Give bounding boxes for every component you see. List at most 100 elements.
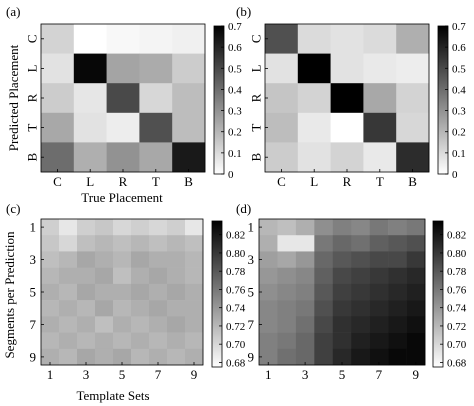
panel-c: (c) Segments per Prediction Template Set… [2, 201, 246, 403]
y-tick-label: T [25, 124, 40, 132]
heatmap-cell [330, 53, 364, 84]
heatmap-cell [314, 235, 334, 252]
heatmap-cell [113, 348, 132, 366]
heatmap-cell [113, 332, 132, 350]
heatmap-cell [406, 283, 426, 301]
heatmap-cell [41, 300, 60, 317]
y-tick-label: 3 [30, 252, 37, 267]
heatmap-cell [185, 316, 204, 333]
heatmap-cell [332, 300, 352, 317]
y-tick-label: 9 [30, 349, 37, 364]
heatmap-cell [59, 235, 78, 252]
heatmap-cell [185, 300, 204, 317]
x-tick-label: 5 [339, 367, 346, 382]
colorbar [437, 25, 449, 175]
heatmap-cell [106, 24, 140, 54]
heatmap-cell [396, 24, 430, 54]
heatmap-cell [259, 283, 278, 301]
colorbar-tick-label: 0.70 [226, 339, 246, 351]
x-tick-label: 3 [302, 367, 309, 382]
heatmap-cell [369, 219, 389, 236]
heatmap-cell [351, 267, 370, 285]
heatmap-cell [369, 348, 389, 366]
heatmap-cell [73, 112, 107, 143]
heatmap-cell [297, 83, 331, 114]
heatmap-cell [351, 235, 370, 252]
heatmap-cell [41, 316, 60, 333]
panel-label: (d) [236, 201, 251, 216]
heatmap-cell [59, 316, 78, 333]
heatmap-cell [295, 300, 315, 317]
colorbar-tick-label: 0.68 [226, 357, 246, 369]
heatmap-cell [95, 316, 114, 333]
heatmap-cell [167, 300, 186, 317]
y-tick-label: R [25, 93, 40, 102]
x-tick-label: 5 [119, 367, 126, 382]
heatmap-cell [59, 300, 78, 317]
heatmap-cell [185, 251, 204, 268]
y-tick-label: L [25, 64, 40, 72]
heatmap-cell [277, 283, 297, 301]
heatmap-cell [314, 316, 334, 333]
y-tick-label: 5 [248, 285, 255, 300]
y-tick-label: 1 [248, 220, 255, 235]
y-tick-label: T [249, 124, 264, 132]
heatmap-cell [277, 300, 297, 317]
heatmap-cell [77, 219, 96, 236]
heatmap-cell [73, 24, 107, 54]
colorbar-tick-label: 0.5 [452, 63, 466, 75]
heatmap-cell [396, 53, 430, 84]
heatmap-cell [95, 283, 114, 301]
heatmap-cell [332, 283, 352, 301]
heatmap-cell [406, 219, 426, 236]
heatmap-cell [41, 332, 60, 350]
y-tick-label: 9 [248, 349, 255, 364]
heatmap-cell [131, 251, 150, 268]
heatmap-cell [185, 235, 204, 252]
heatmap-cell [131, 219, 150, 236]
colorbar [211, 220, 223, 368]
heatmap-cell [167, 251, 186, 268]
heatmap-cell [363, 83, 397, 114]
panel-d: (d) 1 3 5 7 9135790.820.800.780.760.740.720.… [236, 201, 467, 382]
heatmap-cell [295, 267, 315, 285]
heatmap-cell [363, 53, 397, 84]
heatmap-cell [139, 112, 173, 143]
heatmap-cell [259, 348, 278, 366]
colorbar-tick-label: 0.5 [228, 63, 242, 75]
heatmap-cell [106, 112, 140, 143]
heatmap-cell [77, 300, 96, 317]
heatmap-cell [388, 267, 407, 285]
heatmap-cell [277, 348, 297, 366]
heatmap-cell [113, 235, 132, 252]
heatmap-cell [41, 219, 60, 236]
heatmap-cell [41, 24, 75, 54]
colorbar-tick-label: 0.7 [228, 21, 242, 33]
y-tick-label: B [25, 153, 40, 162]
heatmap-cell [95, 219, 114, 236]
heatmap-cell [351, 251, 370, 268]
x-tick-label: T [152, 174, 160, 189]
heatmap-cell [396, 83, 430, 114]
heatmap-cell [77, 235, 96, 252]
colorbar-tick-label: 0.2 [228, 127, 242, 139]
heatmap-cell [265, 83, 299, 114]
colorbar-tick-label: 0 [228, 169, 234, 181]
heatmap-cell [131, 348, 150, 366]
y-axis-title: Segments per Prediction [2, 231, 17, 359]
heatmap-cell [106, 83, 140, 114]
heatmap-cell [388, 251, 407, 268]
heatmap-cell [77, 251, 96, 268]
heatmap-cell [265, 142, 299, 173]
heatmap-cell [388, 332, 407, 350]
heatmap-cell [95, 251, 114, 268]
colorbar-tick-label: 0.6 [452, 42, 466, 54]
heatmap-cell [388, 283, 407, 301]
colorbar-tick-label: 0.4 [228, 84, 242, 96]
heatmap-cell [149, 267, 168, 285]
x-tick-label: R [119, 174, 128, 189]
colorbar-tick-label: 0.80 [226, 248, 246, 260]
heatmap-cell [369, 316, 389, 333]
heatmap-cell [295, 235, 315, 252]
heatmap-cell [131, 235, 150, 252]
